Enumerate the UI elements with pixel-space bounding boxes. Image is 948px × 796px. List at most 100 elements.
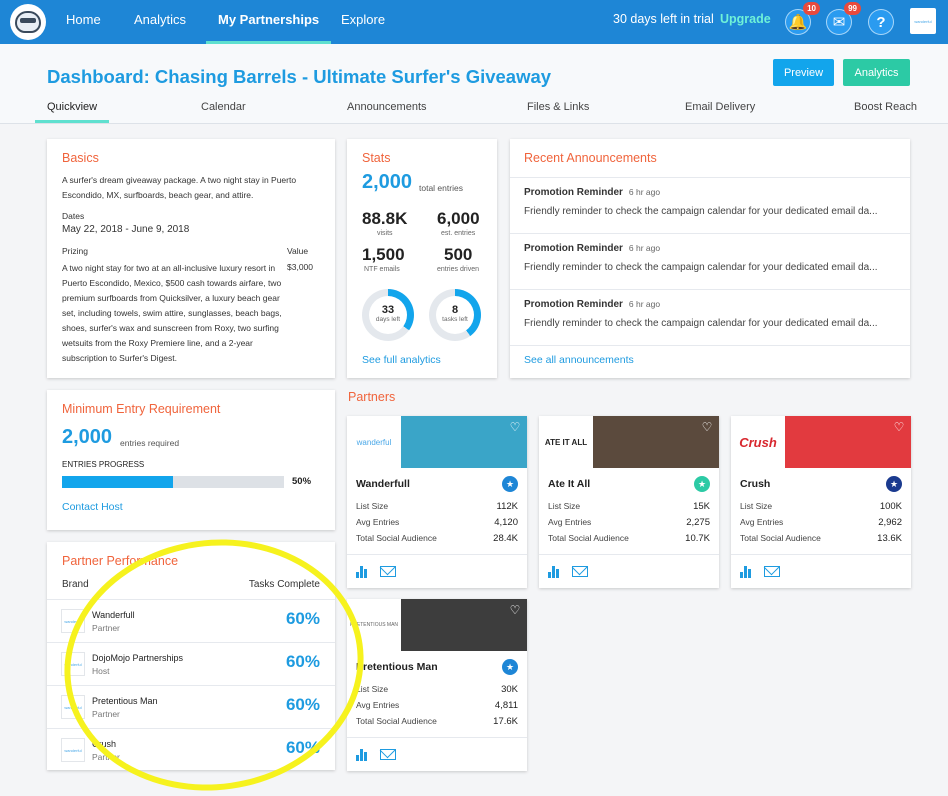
min-entries-label: entries required <box>120 438 180 448</box>
message-mail-icon[interactable] <box>380 749 396 760</box>
announcement-time: 6 hr ago <box>628 187 661 197</box>
est-entries-label: est. entries <box>441 230 476 237</box>
see-full-analytics-link[interactable]: See full analytics <box>362 354 441 366</box>
favorite-heart-icon[interactable]: ♡ <box>509 603 521 617</box>
partner-name[interactable]: Pretentious Man <box>356 661 438 673</box>
nav-explore[interactable]: Explore <box>341 12 386 27</box>
brand-name: Pretentious Man <box>92 696 158 706</box>
days-left-value: 33 <box>381 304 395 316</box>
messages-count-badge: 99 <box>844 2 861 15</box>
entries-driven-value: 500 <box>444 245 473 264</box>
visits-value: 88.8K <box>362 209 408 228</box>
min-entry-title: Minimum Entry Requirement <box>62 402 221 416</box>
avg-entries-label: Avg Entries <box>548 517 592 527</box>
social-audience-label: Total Social Audience <box>356 716 437 726</box>
upgrade-link[interactable]: Upgrade <box>720 12 771 26</box>
tasks-left-value: 8 <box>451 304 459 316</box>
partner-type-badge-icon: ★ <box>694 476 710 492</box>
tab-quickview[interactable]: Quickview <box>34 101 110 123</box>
partner-logo: ATE IT ALL <box>539 416 593 468</box>
brand-role: Partner <box>92 623 120 633</box>
min-entries-value: 2,000 <box>62 426 113 448</box>
favorite-heart-icon[interactable]: ♡ <box>701 420 713 434</box>
partner-logo: Crush <box>731 416 785 468</box>
table-row[interactable]: wanderful Wanderfull Partner 60% <box>47 599 335 642</box>
brand-role: Partner <box>92 709 120 719</box>
tasks-left-ring: 8 tasks left <box>429 289 481 341</box>
tasks-left-label: tasks left <box>442 316 468 323</box>
analytics-bars-icon[interactable] <box>356 749 368 761</box>
partner-card[interactable]: Crush ♡ Crush ★ List Size 100K Avg Entries 2,96… <box>731 416 911 588</box>
message-mail-icon[interactable] <box>380 566 396 577</box>
announcement-time: 6 hr ago <box>628 299 661 309</box>
see-all-announcements-link[interactable]: See all announcements <box>524 354 634 366</box>
message-mail-icon[interactable] <box>764 566 780 577</box>
table-row[interactable]: wanderful Pretentious Man Partner 60% <box>47 685 335 728</box>
tasks-complete-column-header: Tasks Complete <box>248 579 320 590</box>
analytics-bars-icon[interactable] <box>548 566 560 578</box>
est-entries-value: 6,000 <box>437 209 480 228</box>
list-size-label: List Size <box>740 501 773 511</box>
brand-name: DojoMojo Partnerships <box>92 653 184 663</box>
tab-files-links[interactable]: Files & Links <box>527 101 590 113</box>
preview-button[interactable]: Preview <box>773 59 834 86</box>
announcement-item[interactable]: Promotion Reminder 6 hr ago Friendly remi… <box>510 289 910 345</box>
favorite-heart-icon[interactable]: ♡ <box>893 420 905 434</box>
brand-logo: wanderful <box>61 609 85 633</box>
analytics-bars-icon[interactable] <box>356 566 368 578</box>
tab-announcements[interactable]: Announcements <box>347 101 427 113</box>
avg-entries-label: Avg Entries <box>740 517 784 527</box>
nav-my-partnerships[interactable]: My Partnerships <box>205 0 332 44</box>
brand-name: Wanderfull <box>92 610 135 620</box>
brand-logo: wanderful <box>61 738 85 762</box>
list-size-label: List Size <box>548 501 581 511</box>
stats-title: Stats <box>362 151 391 165</box>
table-row[interactable]: wanderful DojoMojo Partnerships Host 60% <box>47 642 335 685</box>
brand-column-header: Brand <box>62 579 89 590</box>
nav-analytics[interactable]: Analytics <box>134 12 187 27</box>
social-audience-value: 13.6K <box>877 533 902 544</box>
partner-name[interactable]: Ate It All <box>548 478 591 490</box>
partner-card[interactable]: ATE IT ALL ♡ Ate It All ★ List Size 15K Avg En… <box>539 416 719 588</box>
prizing-description: A two night stay for two at an all-inclu… <box>62 263 282 363</box>
account-avatar[interactable]: wanderful <box>910 8 936 34</box>
help-icon[interactable]: ? <box>868 9 894 35</box>
top-navigation-bar: Home Analytics My Partnerships Explore 3… <box>0 0 948 44</box>
list-size-value: 30K <box>501 684 518 695</box>
table-row[interactable]: wanderful Crush Partner 60% <box>47 728 335 771</box>
announcement-body: Friendly reminder to check the campaign … <box>524 318 878 329</box>
dojomojo-logo-icon[interactable] <box>10 4 46 40</box>
social-audience-value: 10.7K <box>685 533 710 544</box>
messages-mail-icon[interactable]: ✉ 99 <box>826 2 861 35</box>
nav-home[interactable]: Home <box>66 12 101 27</box>
days-left-ring: 33 days left <box>362 289 414 341</box>
partner-name[interactable]: Crush <box>740 478 771 490</box>
announcement-item[interactable]: Promotion Reminder 6 hr ago Friendly remi… <box>510 177 910 233</box>
brand-role: Host <box>92 666 110 676</box>
social-audience-value: 17.6K <box>493 716 518 727</box>
notifications-bell-icon[interactable]: 🔔 10 <box>785 2 820 35</box>
avg-entries-value: 4,120 <box>494 517 518 528</box>
basics-title: Basics <box>62 151 99 165</box>
entries-progress-percent: 50% <box>292 476 312 487</box>
favorite-heart-icon[interactable]: ♡ <box>509 420 521 434</box>
analytics-bars-icon[interactable] <box>740 566 752 578</box>
announcement-item[interactable]: Promotion Reminder 6 hr ago Friendly remi… <box>510 233 910 289</box>
partner-card[interactable]: wanderful ♡ Wanderfull ★ List Size 112K Avg En… <box>347 416 527 588</box>
contact-host-link[interactable]: Contact Host <box>62 501 123 513</box>
tab-boost-reach[interactable]: Boost Reach <box>854 101 917 113</box>
avg-entries-value: 2,275 <box>686 517 710 528</box>
partner-performance-title: Partner Performance <box>62 554 179 568</box>
tab-calendar[interactable]: Calendar <box>201 101 246 113</box>
brand-logo: wanderful <box>61 695 85 719</box>
partner-name[interactable]: Wanderfull <box>356 478 410 490</box>
message-mail-icon[interactable] <box>572 566 588 577</box>
entries-driven-label: entries driven <box>437 266 480 273</box>
dates-label: Dates <box>62 211 85 221</box>
analytics-button[interactable]: Analytics <box>843 59 910 86</box>
partner-type-badge-icon: ★ <box>886 476 902 492</box>
entries-progress-bar <box>62 476 284 488</box>
list-size-value: 100K <box>879 501 902 512</box>
partner-card[interactable]: PRETENTIOUS MAN ♡ Pretentious Man ★ List Siz… <box>347 599 527 771</box>
tab-email-delivery[interactable]: Email Delivery <box>685 101 756 113</box>
